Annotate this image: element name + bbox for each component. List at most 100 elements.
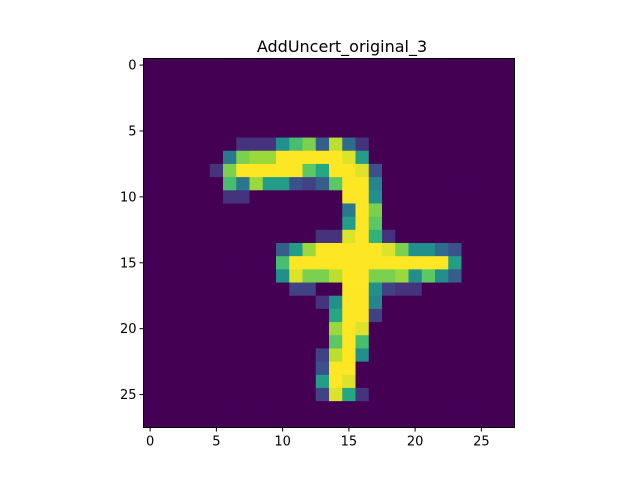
heatmap-cell [448, 59, 462, 73]
heatmap-cell [157, 243, 171, 257]
heatmap-cell [342, 164, 356, 178]
heatmap-cell [435, 256, 449, 270]
heatmap-cell [422, 283, 436, 297]
heatmap-cell [276, 138, 290, 152]
heatmap-cell [210, 256, 224, 270]
x-tick-label: 5 [212, 435, 220, 450]
heatmap-cell [369, 151, 383, 165]
heatmap-cell [422, 401, 436, 415]
heatmap-cell [329, 414, 343, 428]
heatmap-cell [501, 375, 515, 389]
heatmap-cell [223, 111, 237, 125]
heatmap-cell [475, 388, 489, 402]
heatmap-cell [144, 230, 158, 244]
heatmap-cell [197, 85, 211, 99]
heatmap-cell [448, 322, 462, 336]
heatmap-cell [157, 138, 171, 152]
heatmap-cell [435, 414, 449, 428]
heatmap-cell [369, 203, 383, 217]
heatmap-cell [303, 269, 317, 283]
heatmap-cell [356, 388, 370, 402]
heatmap-cell [316, 335, 330, 349]
heatmap-cell [316, 401, 330, 415]
heatmap-cell [210, 177, 224, 191]
heatmap-cell [157, 59, 171, 73]
heatmap-cell [223, 124, 237, 138]
heatmap-cell [276, 388, 290, 402]
heatmap-cell [289, 362, 303, 376]
heatmap-cell [356, 414, 370, 428]
heatmap-cell [276, 322, 290, 336]
heatmap-cell [223, 269, 237, 283]
heatmap-cell [342, 309, 356, 323]
heatmap-cell [263, 362, 277, 376]
heatmap-cell [395, 230, 409, 244]
heatmap-cell [250, 111, 264, 125]
heatmap-cell [250, 256, 264, 270]
heatmap-cell [369, 388, 383, 402]
heatmap-cell [342, 230, 356, 244]
heatmap-cell [475, 283, 489, 297]
heatmap-cell [144, 190, 158, 204]
heatmap-cell [289, 124, 303, 138]
heatmap-cell [210, 72, 224, 86]
heatmap-cell [395, 59, 409, 73]
heatmap-cell [329, 401, 343, 415]
heatmap-cell [157, 98, 171, 112]
heatmap-cell [462, 111, 476, 125]
heatmap-cell [276, 296, 290, 310]
heatmap-cell [197, 98, 211, 112]
heatmap-cell [435, 59, 449, 73]
heatmap-cell [289, 269, 303, 283]
heatmap-cell [356, 335, 370, 349]
heatmap-cell [144, 124, 158, 138]
heatmap-cell [501, 296, 515, 310]
heatmap-cell [382, 203, 396, 217]
heatmap-cell [223, 72, 237, 86]
heatmap-cell [356, 138, 370, 152]
heatmap-cell [422, 111, 436, 125]
heatmap-cell [144, 98, 158, 112]
heatmap-cell [329, 72, 343, 86]
heatmap-cell [369, 177, 383, 191]
heatmap-cell [170, 203, 184, 217]
heatmap-cell [276, 335, 290, 349]
heatmap-cell [369, 230, 383, 244]
heatmap-cell [382, 414, 396, 428]
heatmap-cell [369, 414, 383, 428]
heatmap-cell [223, 388, 237, 402]
heatmap-cell [356, 322, 370, 336]
heatmap-cell [501, 72, 515, 86]
heatmap-cell [382, 124, 396, 138]
heatmap-cell [409, 335, 423, 349]
heatmap-cell [263, 111, 277, 125]
heatmap-cell [488, 230, 502, 244]
heatmap-cell [197, 138, 211, 152]
heatmap-cell [475, 269, 489, 283]
heatmap-cell [250, 72, 264, 86]
heatmap-cell [157, 414, 171, 428]
heatmap-cell [462, 401, 476, 415]
heatmap-cell [303, 124, 317, 138]
heatmap-cell [236, 111, 250, 125]
heatmap-cell [422, 375, 436, 389]
x-tick-label: 15 [341, 435, 358, 450]
heatmap-cell [488, 85, 502, 99]
heatmap-cell [144, 164, 158, 178]
heatmap-cell [157, 322, 171, 336]
heatmap-cell [462, 362, 476, 376]
heatmap-cell [342, 375, 356, 389]
heatmap-cell [144, 414, 158, 428]
heatmap-cell [422, 59, 436, 73]
heatmap-cell [488, 138, 502, 152]
heatmap-cell [303, 335, 317, 349]
heatmap-cell [316, 256, 330, 270]
heatmap-cell [289, 348, 303, 362]
heatmap-cell [435, 348, 449, 362]
heatmap-cell [382, 283, 396, 297]
heatmap-cell [316, 124, 330, 138]
heatmap-cell [356, 151, 370, 165]
heatmap-cell [462, 217, 476, 231]
heatmap-cell [462, 322, 476, 336]
heatmap-cell [250, 243, 264, 257]
